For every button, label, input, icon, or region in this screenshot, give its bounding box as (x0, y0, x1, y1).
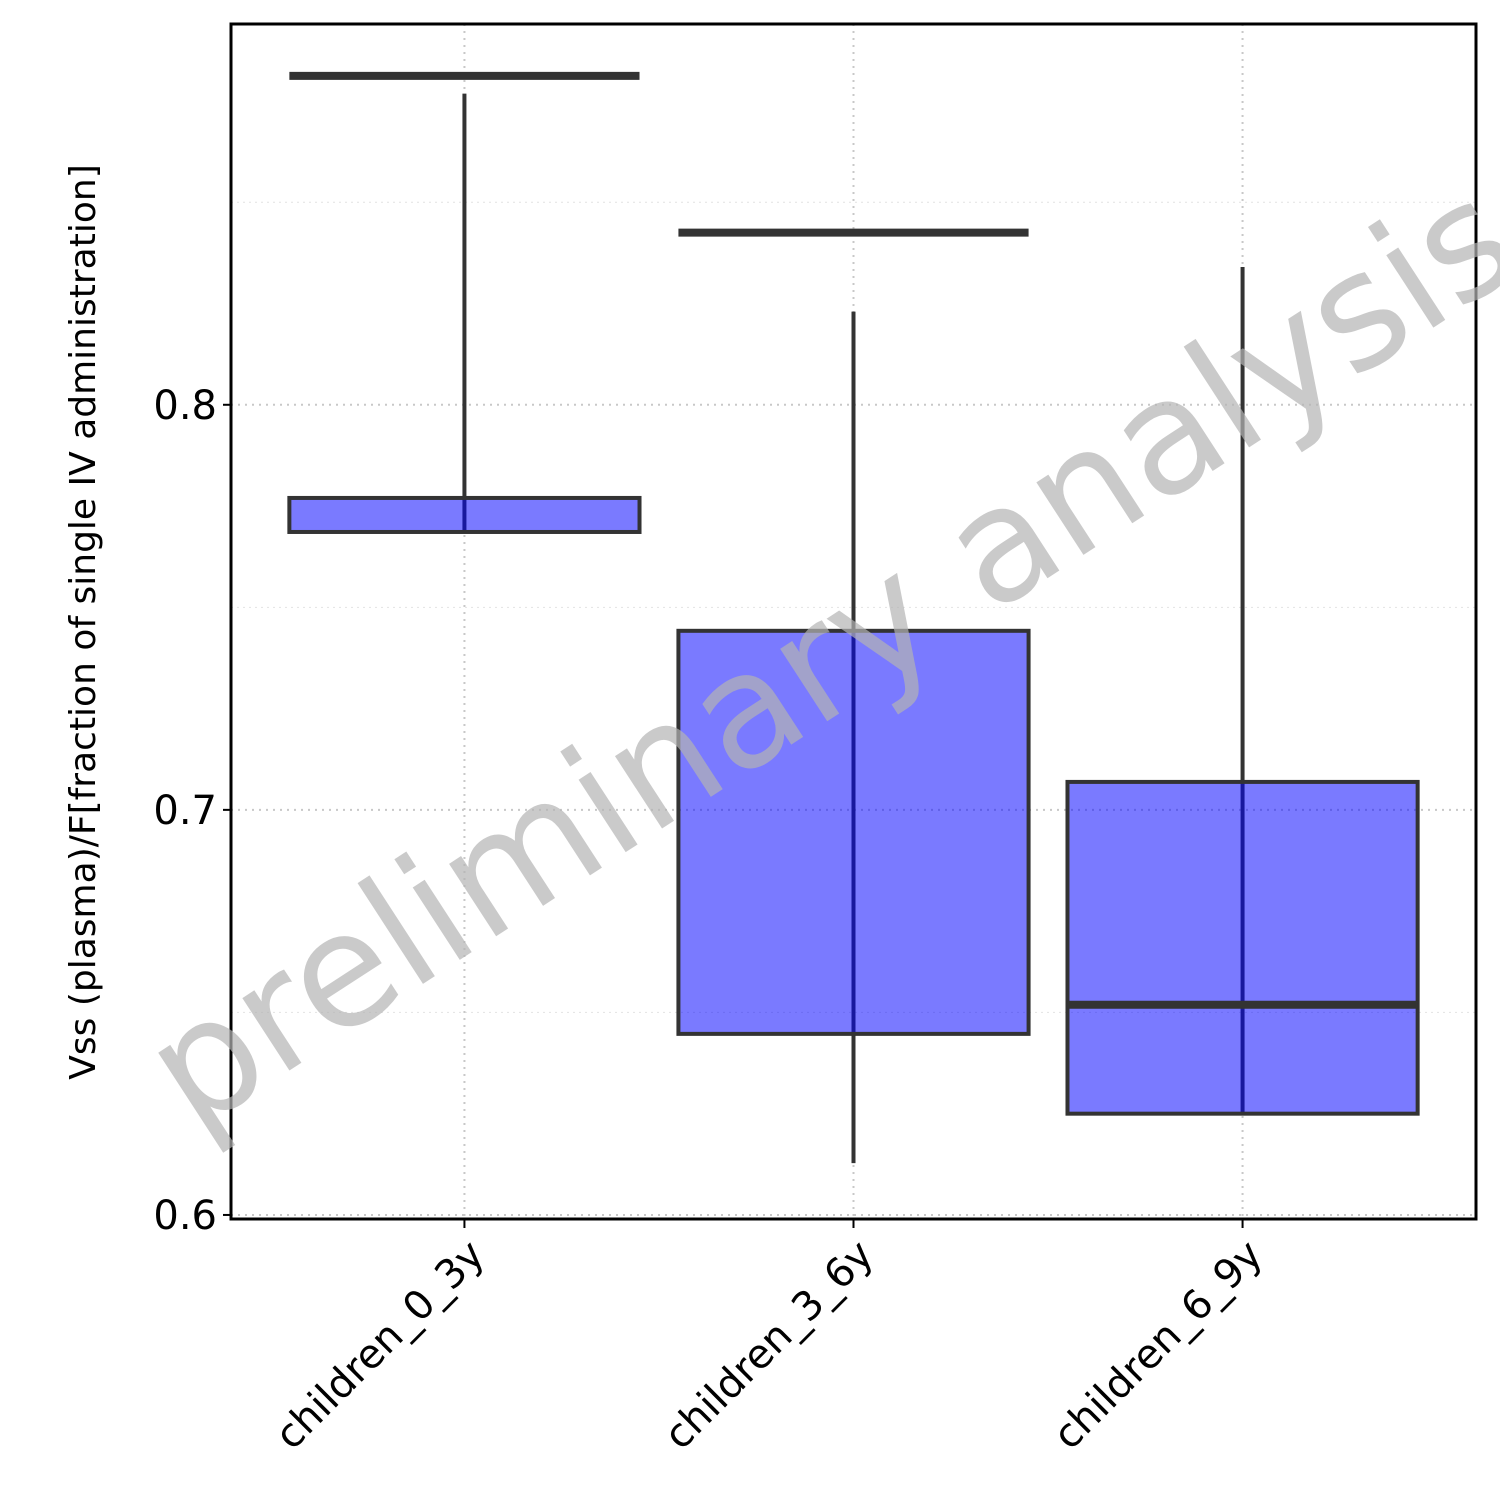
box (1065, 779, 1420, 1116)
plot-frame (229, 22, 1478, 1221)
y-tick-label: 0.7 (153, 788, 217, 834)
box (676, 628, 1031, 1036)
box (287, 495, 642, 534)
y-tick-label: 0.8 (153, 383, 217, 429)
y-axis-label: Vss (plasma)/F[fraction of single IV adm… (63, 164, 104, 1079)
y-tick-label: 0.6 (153, 1193, 217, 1239)
